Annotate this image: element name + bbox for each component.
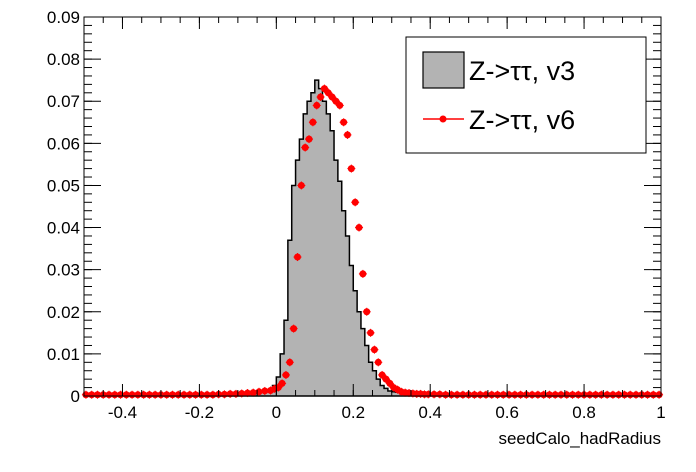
x-tick-label: 0.4 [418, 403, 442, 422]
marker-dot [238, 389, 246, 397]
marker-point-v6 [343, 130, 352, 139]
marker-point-v6 [316, 93, 325, 102]
marker-point-v6 [301, 143, 310, 152]
y-tick-label: 0.08 [47, 50, 80, 69]
marker-point-v6 [374, 358, 383, 367]
marker-point-v6 [237, 389, 246, 398]
marker-point-v6 [366, 328, 375, 337]
y-tick-label: 0.06 [47, 134, 80, 153]
marker-dot [282, 371, 290, 379]
x-tick-label: -0.4 [108, 403, 137, 422]
x-axis-title: seedCalo_hadRadius [498, 429, 661, 448]
marker-point-v6 [339, 118, 348, 127]
legend-marker-v6 [439, 115, 447, 123]
marker-dot [340, 118, 348, 126]
marker-dot [336, 101, 344, 109]
marker-point-v6 [312, 101, 321, 110]
marker-dot [655, 391, 663, 399]
marker-point-v6 [347, 164, 356, 173]
marker-dot [367, 329, 375, 337]
x-tick-label: 0.8 [572, 403, 596, 422]
x-tick-label: -0.2 [185, 403, 214, 422]
marker-dot [293, 253, 301, 261]
x-tick-label: 1 [656, 403, 665, 422]
y-tick-label: 0.01 [47, 345, 80, 364]
y-tick-label: 0.04 [47, 219, 80, 238]
marker-dot [301, 144, 309, 152]
marker-point-v6 [305, 135, 314, 144]
ticks-layer [83, 16, 662, 397]
marker-dot [351, 198, 359, 206]
marker-dot [249, 389, 257, 397]
y-tick-label: 0.07 [47, 92, 80, 111]
marker-point-v6 [351, 198, 360, 207]
marker-dot [374, 358, 382, 366]
y-tick-label: 0.02 [47, 303, 80, 322]
marker-dot [313, 101, 321, 109]
marker-point-v6 [358, 269, 367, 278]
marker-point-v6 [335, 101, 344, 110]
legend: Z->ττ, v3 Z->ττ, v6 [405, 36, 647, 154]
y-tick-label: 0 [71, 387, 80, 406]
marker-point-v6 [370, 345, 379, 354]
marker-point-v6 [308, 118, 317, 127]
legend-swatch-v3 [422, 51, 465, 89]
marker-point-v6 [297, 181, 306, 190]
y-tick-label: 0.05 [47, 176, 80, 195]
x-tick-label: 0 [272, 403, 281, 422]
marker-point-v6 [293, 253, 302, 262]
marker-point-v6 [278, 379, 287, 388]
marker-dot [278, 379, 286, 387]
marker-dot [317, 93, 325, 101]
marker-dot [370, 346, 378, 354]
marker-dot [261, 387, 269, 395]
marker-dot [359, 270, 367, 278]
marker-dot [297, 181, 305, 189]
marker-point-v6 [281, 370, 290, 379]
legend-label-v3: Z->ττ, v3 [469, 56, 575, 86]
marker-point-v6 [355, 223, 364, 232]
marker-dot [243, 389, 251, 397]
marker-dot [290, 325, 298, 333]
x-tick-label: 0.6 [495, 403, 519, 422]
marker-dot [347, 165, 355, 173]
marker-layer [81, 84, 664, 399]
marker-dot [355, 224, 363, 232]
y-tick-label: 0.03 [47, 261, 80, 280]
x-tick-label: 0.2 [341, 403, 365, 422]
marker-dot [286, 358, 294, 366]
marker-dot [305, 135, 313, 143]
marker-dot [309, 118, 317, 126]
marker-point-v6 [362, 307, 371, 316]
legend-label-v6: Z->ττ, v6 [469, 105, 575, 135]
marker-point-v6 [289, 324, 298, 333]
marker-dot [343, 131, 351, 139]
marker-point-v6 [285, 358, 294, 367]
marker-point-v6 [249, 388, 258, 397]
tick-labels-layer: -0.4 -0.2 0 0.2 0.4 0.6 0.8 1 0 0.01 0.02 0.03 0.04 0… [47, 8, 666, 422]
marker-dot [363, 308, 371, 316]
y-tick-label: 0.09 [47, 8, 80, 27]
